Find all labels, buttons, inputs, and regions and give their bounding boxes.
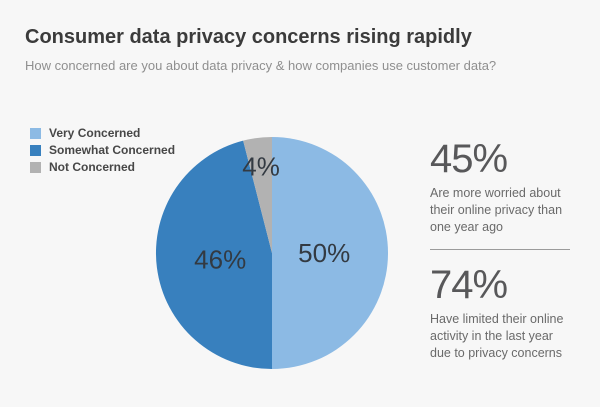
- legend-label: Somewhat Concerned: [49, 143, 176, 157]
- legend-item-not-concerned: Not Concerned: [30, 160, 175, 174]
- legend-swatch-somewhat-concerned: [30, 144, 41, 156]
- pie-slice-label: 46%: [194, 245, 246, 275]
- stats-divider: [430, 249, 570, 250]
- legend-swatch-not-concerned: [30, 161, 41, 173]
- pie-slice-somewhat-concerned: [155, 140, 272, 369]
- legend-swatch-very-concerned: [30, 127, 41, 139]
- stat-description: Are more worried about their online priv…: [430, 186, 563, 234]
- legend-item-somewhat-concerned: Somewhat Concerned: [30, 143, 176, 157]
- stats-panel: 45% Are more worried about their online …: [430, 139, 570, 362]
- stat-worried: 45% Are more worried about their online …: [430, 139, 570, 236]
- pie-slice-label: 4%: [242, 152, 280, 182]
- page-subtitle: How concerned are you about data privacy…: [25, 58, 497, 73]
- pie-chart: 50% 46% 4%: [155, 137, 388, 369]
- stat-description: Have limited their online activity in th…: [430, 312, 564, 360]
- page-title: Consumer data privacy concerns rising ra…: [25, 26, 472, 48]
- pie-slice-very-concerned: [272, 137, 388, 369]
- stat-value: 45%: [430, 137, 508, 181]
- stat-value: 74%: [430, 263, 508, 307]
- pie-slice-label: 50%: [298, 238, 350, 268]
- legend-label: Not Concerned: [49, 160, 136, 174]
- pie-slice-not-concerned: [243, 137, 272, 253]
- legend-label: Very Concerned: [49, 126, 141, 140]
- stat-limited-activity: 74% Have limited their online activity i…: [430, 265, 570, 362]
- chart-legend: Very Concerned Somewhat Concerned Not Co…: [30, 126, 176, 178]
- legend-item-very-concerned: Very Concerned: [30, 126, 175, 140]
